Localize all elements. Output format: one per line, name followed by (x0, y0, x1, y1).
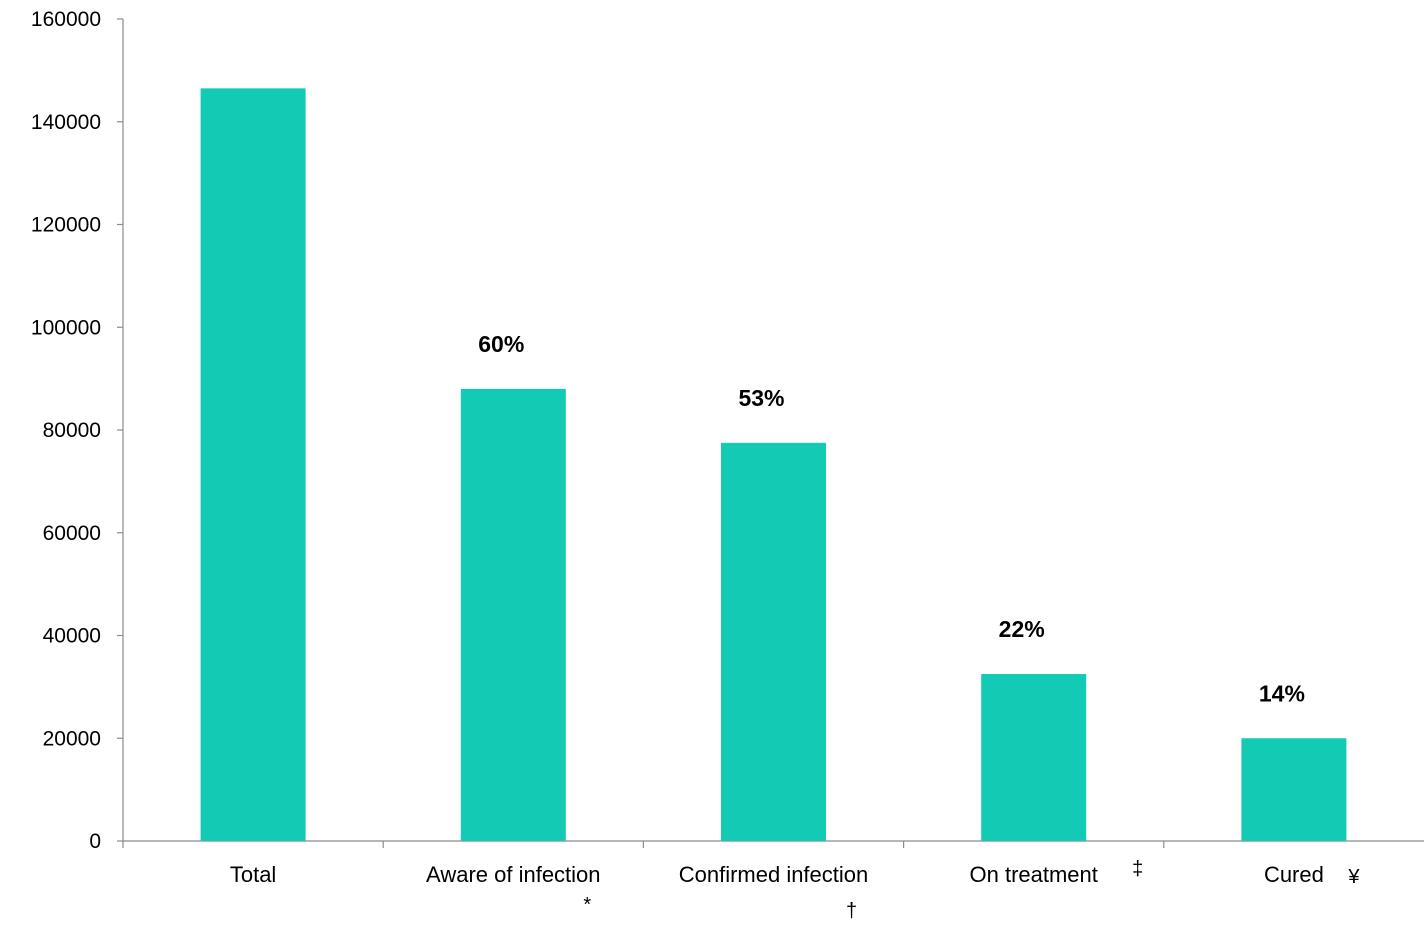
y-tick-label: 0 (89, 830, 101, 853)
y-tick-label: 20000 (43, 727, 101, 750)
category-label: Cured (1264, 862, 1324, 887)
category-label: On treatment (970, 862, 1098, 887)
y-axis: 0 20000 40000 60000 80000 100000 120000 140000 1… (31, 8, 124, 853)
percent-label: 14% (1259, 680, 1305, 706)
category-footnote: ¥ (1347, 866, 1360, 888)
y-tick-label: 100000 (31, 316, 101, 339)
category-footnote: * (583, 894, 591, 916)
category-footnote: † (846, 900, 857, 922)
category-label: Aware of infection (426, 862, 600, 887)
bar (721, 442, 826, 841)
category-footnote: ‡ (1132, 858, 1143, 880)
percent-label: 22% (999, 616, 1045, 642)
y-tick-label: 60000 (43, 522, 101, 545)
y-tick-label: 40000 (43, 625, 101, 648)
value-labels: 60% 53% 22% 14% (478, 331, 1305, 706)
y-tick-label: 160000 (31, 8, 101, 31)
percent-label: 60% (478, 331, 524, 357)
y-tick-label: 120000 (31, 214, 101, 237)
category-label: Confirmed infection (679, 862, 869, 887)
bar (981, 674, 1087, 841)
bar (1241, 738, 1347, 841)
bars (200, 88, 1347, 841)
category-label: Total (230, 862, 276, 887)
percent-label: 53% (738, 385, 784, 411)
x-axis: Total Aware of infection * Confirmed infect… (122, 840, 1424, 922)
bar (460, 388, 566, 841)
y-tick-label: 80000 (43, 419, 101, 442)
y-tick-label: 140000 (31, 111, 101, 134)
bar (200, 88, 306, 841)
